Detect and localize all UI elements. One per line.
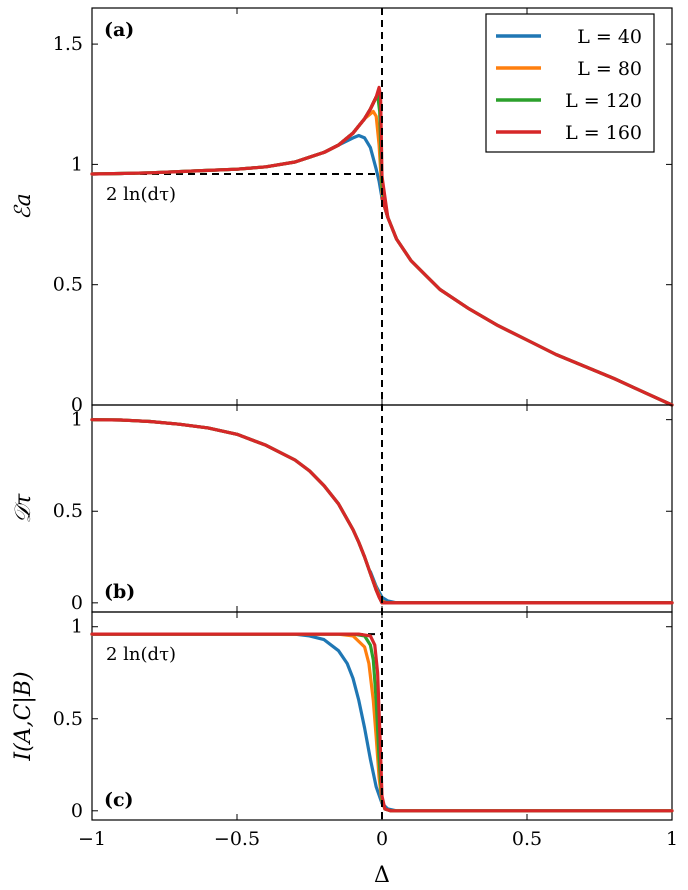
panel-a-label: (a): [104, 19, 134, 41]
panel-b-series-l-80: [371, 579, 674, 605]
panel-c-series-l-160: [90, 632, 674, 813]
legend-label-l-80: L = 80: [577, 58, 642, 80]
panel-c-label: (c): [104, 789, 134, 811]
panel-b-series-l-160: [374, 588, 674, 605]
xtick-label: −0.5: [214, 828, 260, 850]
panel-b-label: (b): [104, 581, 135, 603]
panel-a-ytick-label: 1: [71, 153, 83, 175]
panel-a-series-l-40-right-branch: [380, 196, 674, 407]
x-axis-title: Δ: [374, 863, 390, 888]
panel-c-ytick-label: 0.5: [53, 708, 83, 730]
panel-b-ylabel: 𝒟τ: [11, 493, 36, 524]
panel-b-series-l-120: [374, 588, 674, 605]
xtick-label: −1: [78, 828, 106, 850]
panel-a-series-l-120-common: [90, 95, 378, 176]
panel-a-ytick-label: 1.5: [53, 33, 83, 55]
xtick-label: 0.5: [512, 828, 542, 850]
panel-b-ytick-label: 0.5: [53, 500, 83, 522]
panel-a-series-l-160-common: [90, 95, 378, 176]
panel-a-ytick-label: 0.5: [53, 274, 83, 296]
panel-c-annotation: 2 ln(dτ): [106, 644, 176, 665]
panel-a-annotation: 2 ln(dτ): [106, 184, 176, 205]
panel-a-series-l-160-right-branch: [380, 196, 674, 407]
panel-b-ytick-label: 0: [71, 592, 83, 614]
panel-a-series-l-80-right-branch: [380, 196, 674, 407]
panel-c-ytick-label: 1: [71, 616, 83, 638]
panel-a-series-l-120-right-branch: [380, 196, 674, 407]
xtick-label: 0: [376, 828, 388, 850]
legend-label-l-120: L = 120: [565, 90, 642, 112]
panel-a-ylabel: ℰa: [11, 193, 36, 219]
xtick-label: 1: [666, 828, 678, 850]
legend-label-l-40: L = 40: [577, 26, 642, 48]
panel-b-series-l-40: [368, 570, 674, 605]
panel-a-series-l-160: [322, 85, 390, 219]
panel-b-ytick-label: 1: [71, 409, 83, 431]
panel-b-frame: [91, 404, 673, 613]
legend-label-l-160: L = 160: [565, 122, 642, 144]
panel-a-ytick-label: 0: [71, 394, 83, 416]
panel-c-ytick-label: 0: [71, 800, 83, 822]
panel-a-series-l-40-common: [90, 95, 378, 176]
panel-c-ylabel: I(A,C|B): [11, 671, 36, 761]
panel-a-series-l-80-common: [90, 95, 378, 176]
